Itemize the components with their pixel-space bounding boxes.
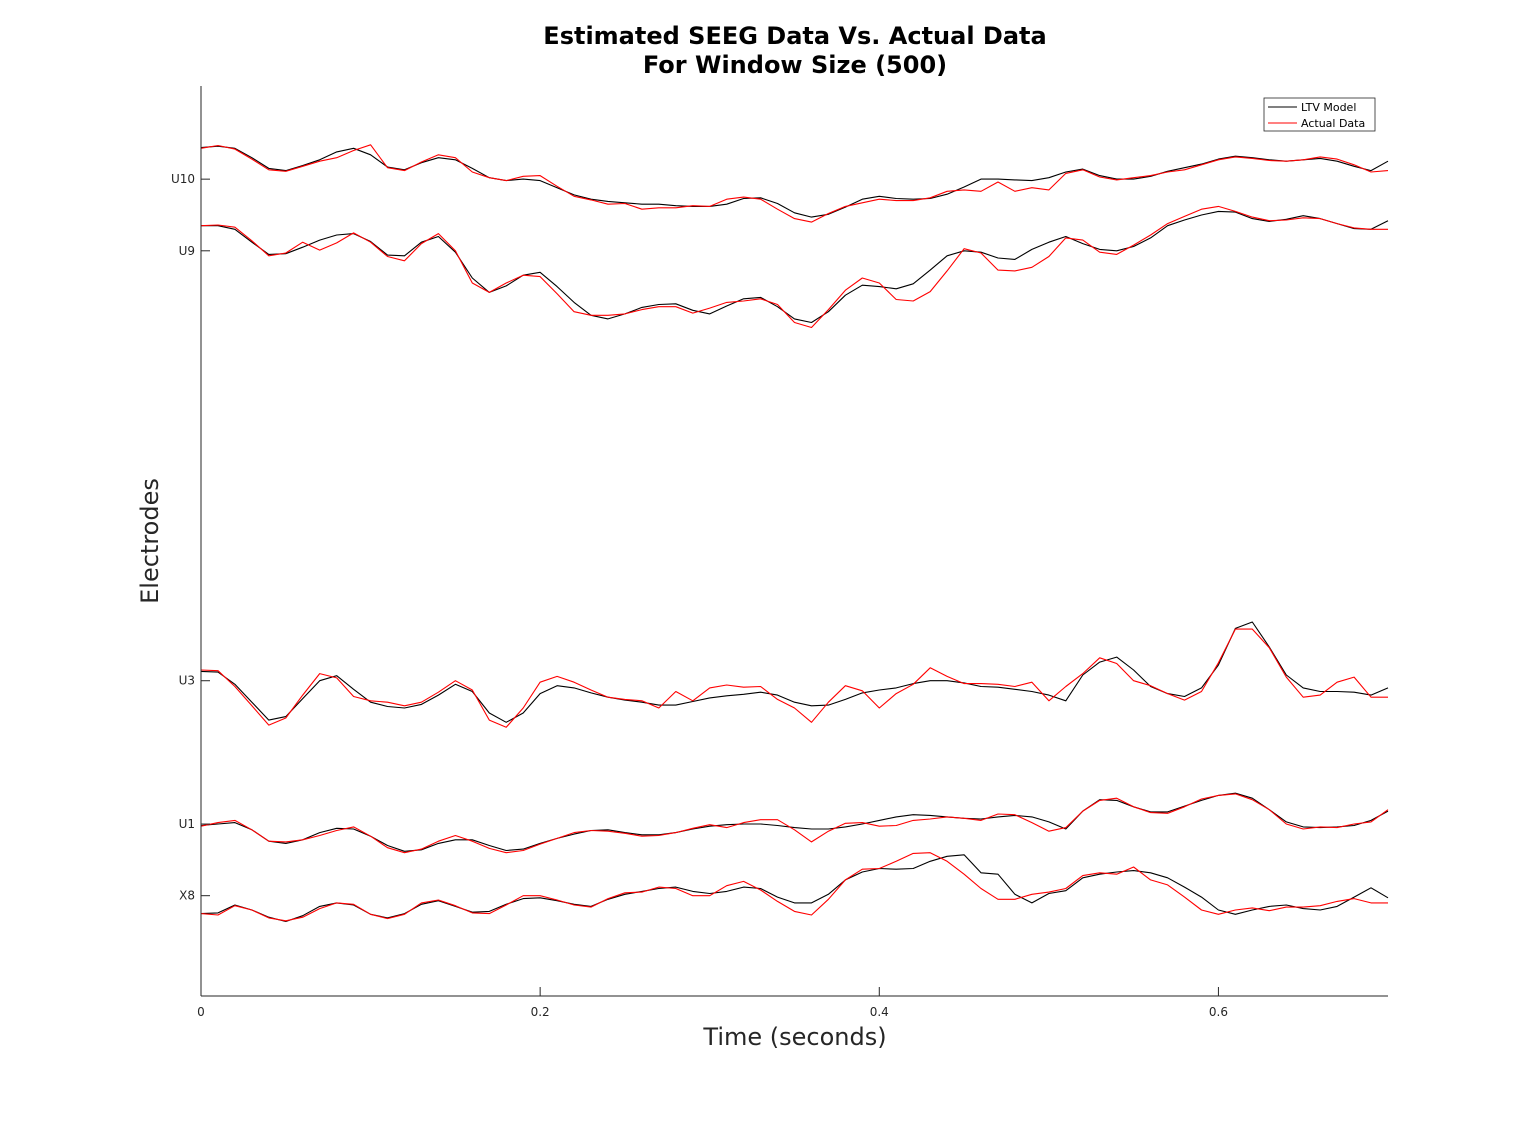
legend: LTV Model Actual Data xyxy=(1263,97,1376,132)
series-u9-ltv xyxy=(201,210,1389,324)
x-tick-label: 0 xyxy=(197,1005,205,1019)
y-tick-label: U10 xyxy=(171,172,195,186)
x-axis-ticks: 0 0.2 0.4 0.6 xyxy=(197,987,1228,1019)
series-u3-actual xyxy=(200,628,1388,728)
legend-box xyxy=(1263,97,1376,132)
x-tick-label: 0.2 xyxy=(531,1005,550,1019)
chart-title-line-2: For Window Size (500) xyxy=(643,51,947,79)
y-tick-label: U3 xyxy=(179,674,195,688)
y-tick-label: U1 xyxy=(179,817,195,831)
series-x8-actual xyxy=(200,852,1388,922)
series-u9-actual xyxy=(200,205,1388,329)
y-tick-label: U9 xyxy=(179,244,195,258)
series-u3-ltv xyxy=(200,621,1389,723)
series-u10-actual xyxy=(200,144,1389,223)
plot-area xyxy=(201,86,1388,996)
x-axis-label: Time (seconds) xyxy=(702,1023,886,1051)
x-tick-label: 0.4 xyxy=(870,1005,889,1019)
chart-title-line-1: Estimated SEEG Data Vs. Actual Data xyxy=(543,22,1046,50)
y-axis-label: Electrodes xyxy=(136,478,164,604)
series-x8-ltv xyxy=(200,854,1389,923)
x-tick-label: 0.6 xyxy=(1209,1005,1228,1019)
series-layer xyxy=(200,144,1389,923)
legend-ltv-label: LTV Model xyxy=(1301,101,1356,114)
legend-actual-label: Actual Data xyxy=(1301,117,1365,130)
series-u1-actual xyxy=(200,793,1389,854)
series-u10-ltv xyxy=(200,145,1389,218)
y-axis-ticks: U10 U9 U3 U1 X8 xyxy=(171,172,210,903)
y-tick-label: X8 xyxy=(179,889,195,903)
